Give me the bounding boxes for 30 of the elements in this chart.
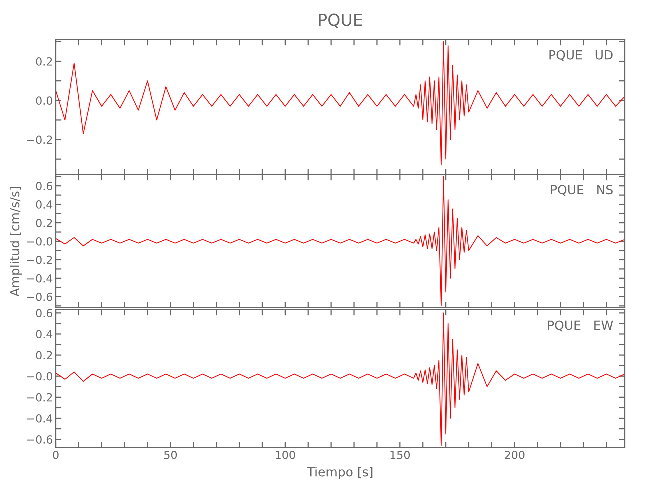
line-series: [56, 312, 625, 446]
x-axis-title: Tiempo [s]: [307, 467, 373, 480]
y-axis-title: Amplitud [cm/s/s]: [10, 187, 22, 297]
y-tick-label: −0.0: [27, 372, 52, 381]
x-tick-label: 50: [164, 450, 178, 460]
text: PQUE EW: [548, 320, 614, 332]
y-tick-label: 0.4: [36, 330, 53, 339]
line-series: [56, 42, 625, 166]
y-tick-label: 0.4: [36, 200, 53, 209]
y-tick-label: −0.4: [27, 274, 53, 283]
y-tick-label: −0.6: [27, 292, 53, 302]
y-tick-label: 0.2: [36, 351, 52, 360]
text: PQUE NS: [551, 185, 613, 196]
y-tick-label: −0.2: [27, 393, 52, 402]
y-tick-label: −0.4: [27, 414, 53, 423]
text: PQUE UD: [550, 50, 613, 62]
y-tick-label: 0.6: [36, 309, 53, 318]
x-tick-label: 150: [390, 450, 410, 460]
y-tick-label: 0.2: [36, 219, 52, 228]
y-tick-label: −0.2: [27, 136, 52, 144]
y-tick-label: −0.0: [27, 237, 52, 246]
y-tick-label: −0.6: [27, 436, 53, 444]
y-tick-label: 0.0: [36, 96, 52, 106]
x-tick-label: 0: [53, 450, 59, 460]
x-tick-label: 100: [276, 450, 296, 460]
x-tick-label: 200: [505, 450, 525, 460]
y-tick-label: 0.6: [36, 182, 53, 190]
y-tick-label: 0.2: [36, 57, 52, 66]
chart-title: PQUE: [319, 14, 362, 28]
y-tick-label: −0.2: [27, 256, 52, 264]
